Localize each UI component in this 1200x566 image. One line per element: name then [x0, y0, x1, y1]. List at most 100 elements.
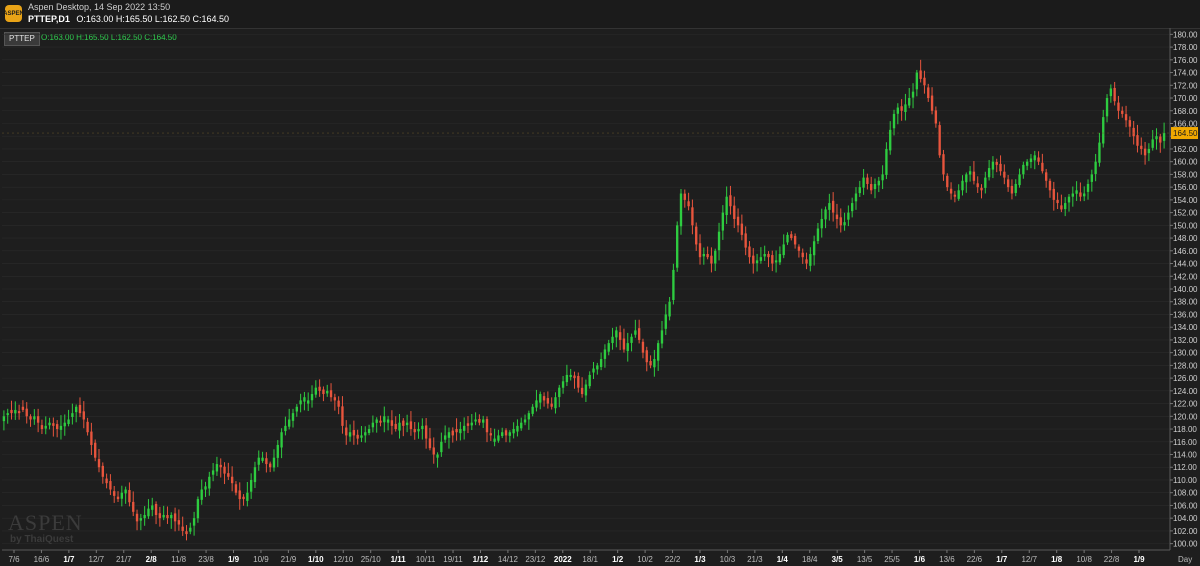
candle: [535, 389, 538, 412]
candle-body: [679, 193, 683, 227]
candle: [725, 186, 728, 225]
candle: [1083, 186, 1086, 202]
candle-body: [999, 163, 1002, 172]
y-tick-label: 178.00: [1173, 43, 1198, 52]
candle: [672, 263, 675, 305]
candle-body: [105, 478, 108, 484]
candle-body: [2, 416, 6, 422]
candle: [565, 364, 569, 387]
candle-body: [253, 467, 257, 483]
x-tick-label: 21/7: [116, 555, 132, 564]
last-price-label: 164.50: [1173, 129, 1198, 138]
candle-body: [504, 430, 508, 436]
candle-body: [584, 384, 588, 396]
candle-body: [516, 425, 519, 432]
candle-body: [268, 463, 272, 468]
x-tick-label: 1/8: [1051, 555, 1063, 564]
candle: [630, 333, 633, 352]
candle: [113, 485, 116, 503]
candle-body: [326, 390, 329, 394]
candle: [2, 410, 6, 431]
candle-body: [915, 72, 919, 90]
candle-body: [181, 526, 184, 531]
candle-body: [177, 520, 181, 525]
candle-body: [82, 411, 85, 420]
candle-body: [455, 429, 458, 433]
x-tick-label: 19/11: [443, 555, 463, 564]
candle: [736, 208, 740, 233]
candle: [584, 379, 588, 403]
candle-body: [1162, 133, 1166, 141]
candle: [599, 352, 603, 371]
candle-body: [797, 246, 801, 251]
candle: [831, 192, 835, 222]
candle-body: [367, 429, 371, 433]
candle-body: [710, 255, 713, 264]
candle-body: [687, 201, 690, 207]
candle-body: [767, 253, 770, 258]
candle: [504, 428, 508, 443]
candle: [866, 173, 869, 190]
candle-body: [1044, 172, 1048, 181]
candle-body: [611, 336, 614, 344]
candle: [622, 328, 626, 353]
watermark-sub: by ThaiQuest: [10, 534, 74, 545]
title-bar: ASPEN Aspen Desktop, 14 Sep 2022 13:50 P…: [0, 0, 1200, 29]
y-tick-label: 180.00: [1173, 30, 1198, 39]
x-tick-label: 7/6: [8, 555, 20, 564]
candle: [375, 417, 378, 433]
candle-body: [778, 253, 782, 263]
candle: [1041, 153, 1044, 174]
candle-body: [691, 207, 694, 226]
candle: [307, 392, 310, 412]
candlestick-chart[interactable]: 100.00 102.00 104.00 106.00 108.00 110.00 112.…: [0, 28, 1200, 566]
watermark-logo: ASPEN: [8, 510, 83, 535]
y-tick-label: 130.00: [1173, 349, 1198, 358]
candle-body: [892, 113, 896, 129]
candle: [417, 422, 420, 439]
candle: [759, 247, 763, 264]
candle-body: [942, 154, 945, 175]
candle: [386, 415, 390, 431]
x-tick-label: 11/8: [171, 555, 187, 564]
x-tick-label: 1/3: [694, 555, 706, 564]
y-tick-label: 126.00: [1173, 374, 1198, 383]
candle: [227, 462, 230, 480]
candle-body: [265, 458, 268, 465]
candle: [14, 401, 17, 420]
candle: [409, 411, 413, 436]
candle-body: [230, 476, 234, 484]
candle-body: [816, 228, 820, 242]
candle-body: [1151, 139, 1154, 148]
candle: [501, 427, 504, 439]
candle: [919, 59, 922, 83]
candle-body: [793, 235, 797, 245]
candle-body: [831, 200, 835, 213]
candle-body: [470, 422, 473, 426]
candle: [1086, 179, 1090, 200]
candle: [447, 427, 451, 449]
candle: [892, 109, 896, 136]
candle-body: [733, 205, 736, 219]
candle-body: [953, 194, 957, 197]
candle: [489, 427, 492, 441]
candle: [208, 471, 211, 496]
candle-body: [744, 233, 747, 248]
candle-body: [234, 484, 238, 493]
candle-body: [440, 441, 443, 453]
candle-body: [706, 253, 709, 258]
candle-body: [192, 518, 196, 526]
candle-body: [25, 408, 28, 417]
candle-body: [520, 422, 523, 429]
candle: [242, 494, 245, 506]
candle: [706, 246, 709, 260]
candle: [97, 449, 101, 473]
candle: [1136, 124, 1139, 153]
x-tick-label: 2/8: [146, 555, 158, 564]
symbol-tag[interactable]: PTTEP: [4, 32, 40, 46]
candle-body: [771, 255, 774, 264]
candle: [360, 426, 363, 443]
aspen-logo-icon[interactable]: ASPEN: [3, 5, 24, 22]
candle-body: [934, 110, 938, 124]
candle-body: [984, 177, 987, 188]
